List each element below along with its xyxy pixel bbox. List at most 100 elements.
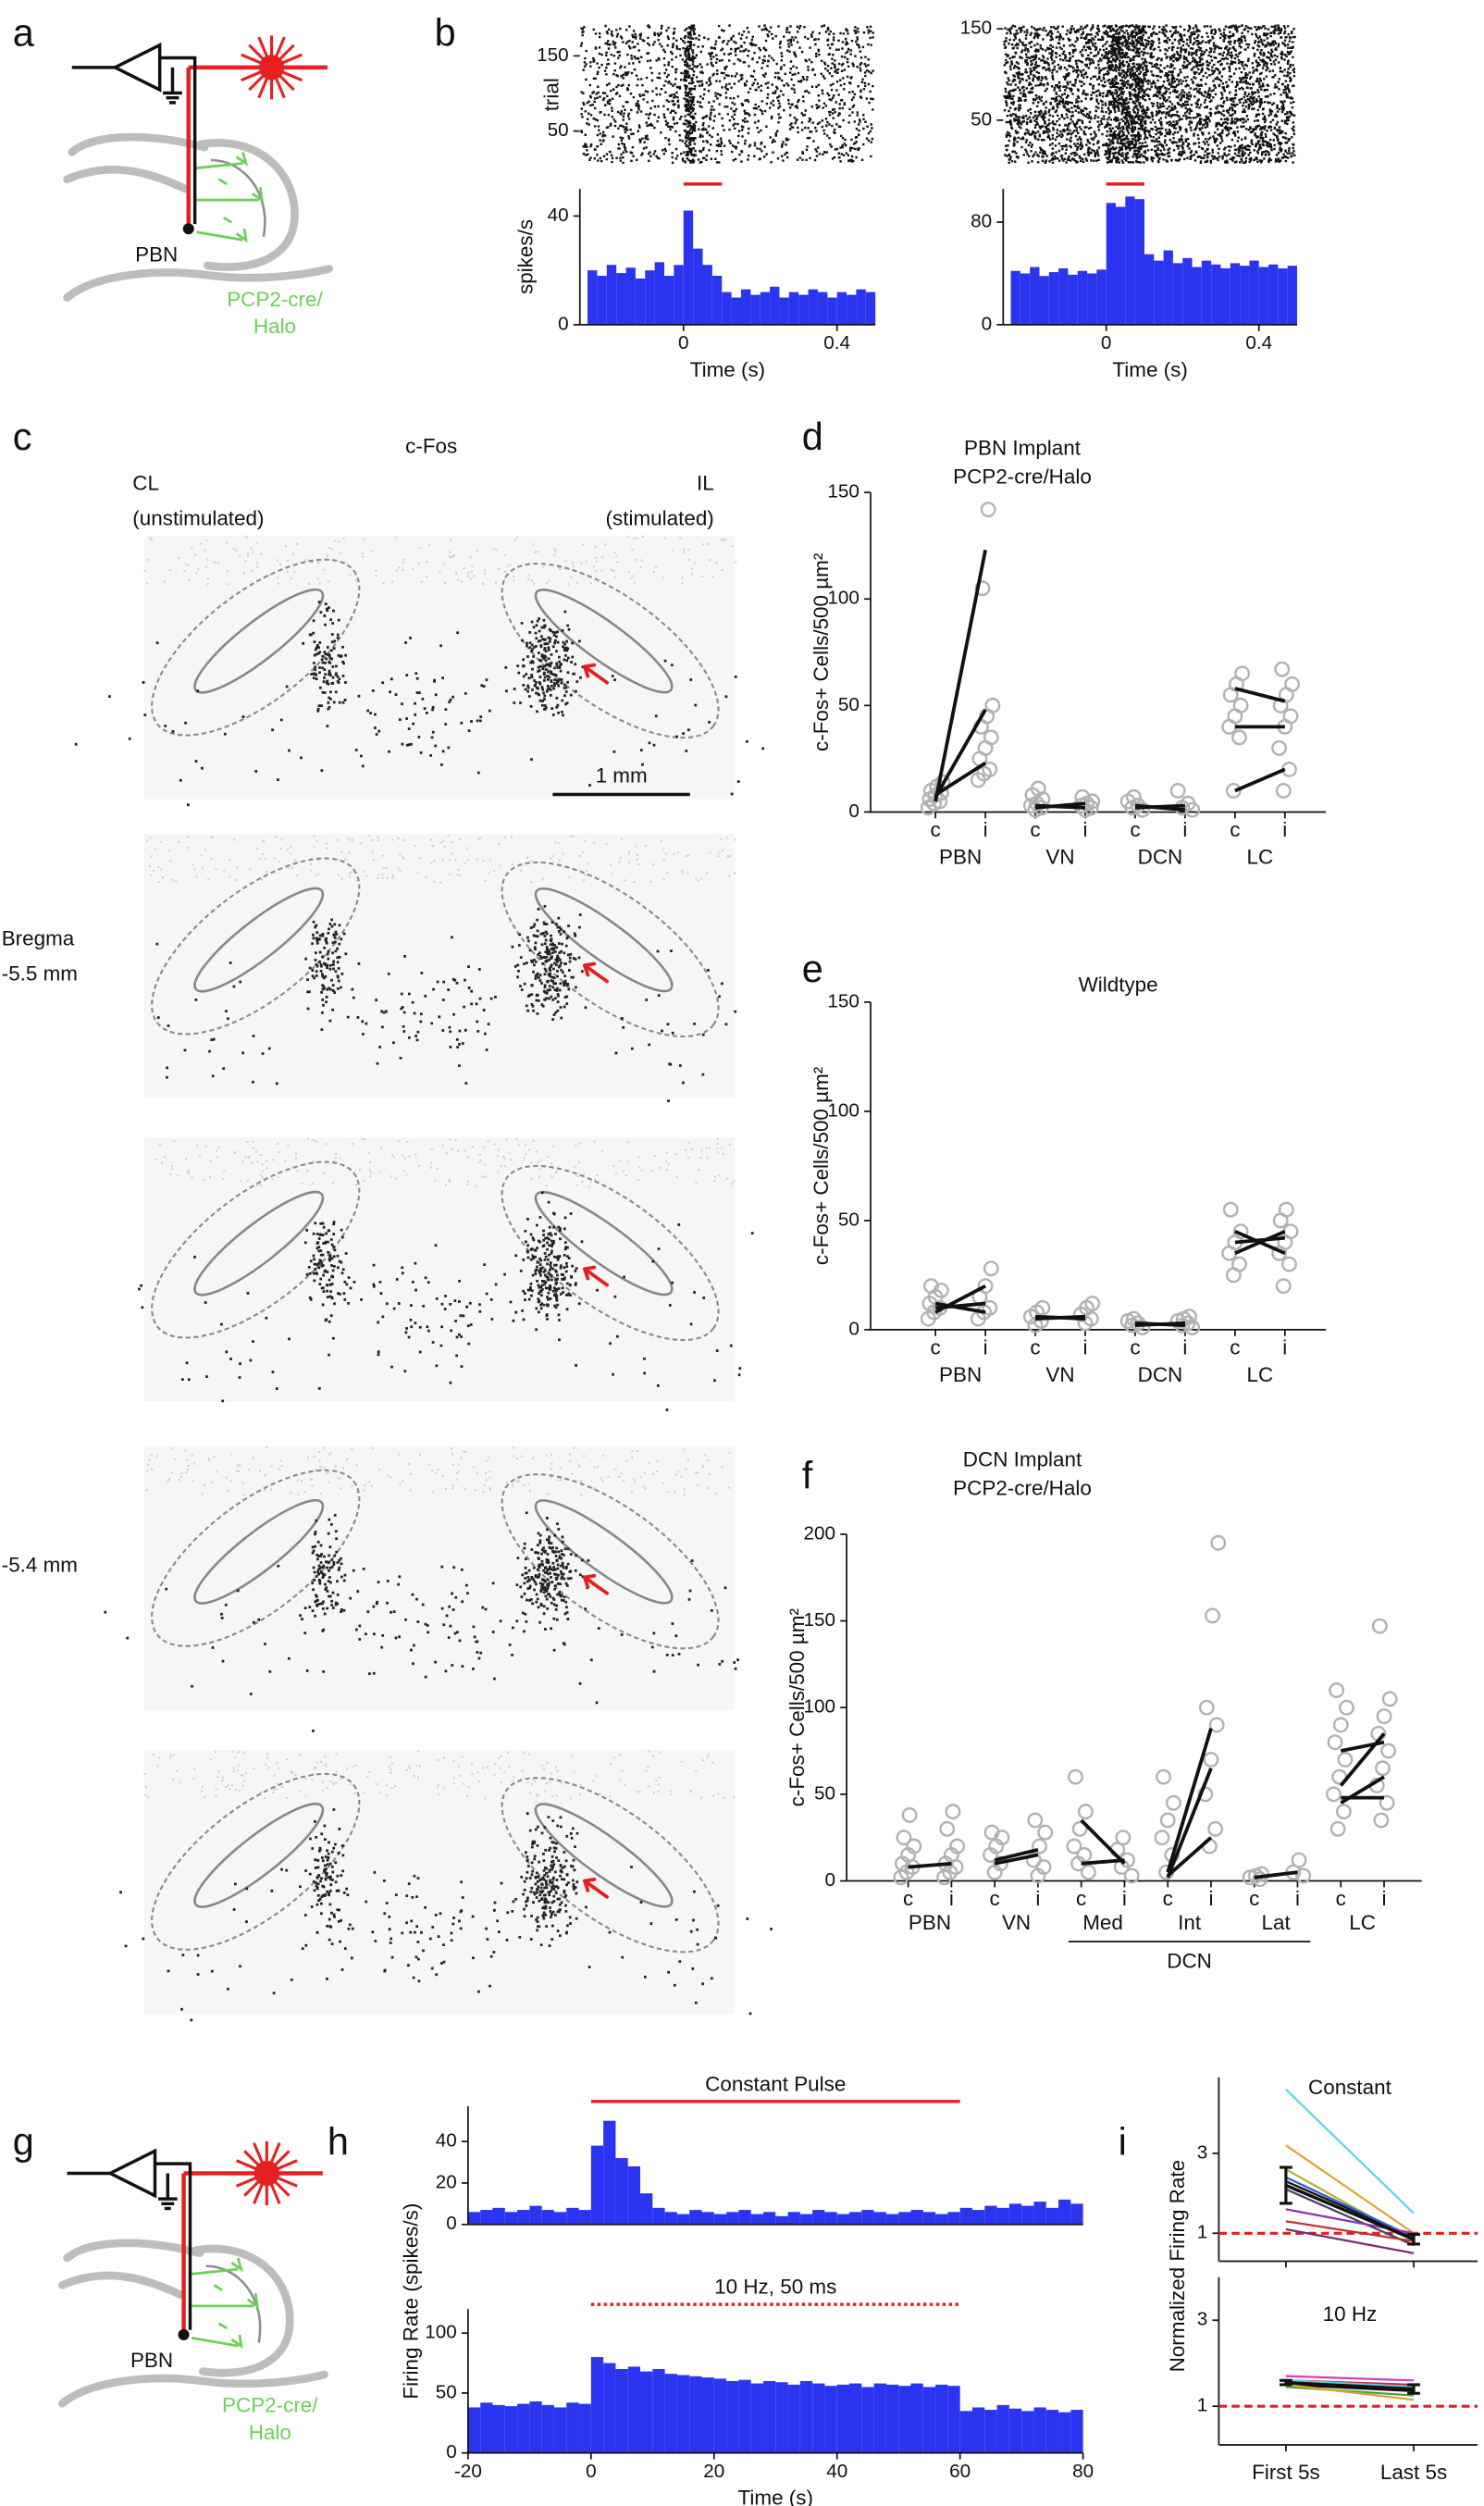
section-background: [143, 535, 736, 800]
x-tick-label: -20: [454, 2461, 482, 2482]
bar: [984, 2410, 997, 2453]
bar: [849, 2383, 862, 2453]
bar: [740, 289, 751, 325]
data-point: [1165, 1794, 1181, 1811]
x-tick-label: 20: [703, 2461, 724, 2482]
data-point: [1335, 1804, 1352, 1820]
data-point: [992, 1855, 1008, 1872]
inner-boundary: [193, 1498, 325, 1605]
paired-line: [908, 1861, 952, 1869]
scale-bar-label: 1 mm: [596, 763, 648, 787]
raster-spikes: [579, 24, 874, 165]
inner-boundary: [534, 887, 674, 993]
data-point: [982, 1299, 998, 1316]
chart-title: Constant: [1308, 2076, 1392, 2099]
data-point: [1222, 1201, 1239, 1218]
bar: [898, 2386, 911, 2453]
bar: [1033, 2407, 1046, 2453]
bar: [861, 2387, 874, 2453]
inner-boundary: [534, 1803, 674, 1908]
bar: [635, 278, 646, 325]
inner-boundary: [193, 1803, 325, 1908]
y-tick-label: 40: [436, 2130, 457, 2152]
stimulation-arrow: [583, 1573, 610, 1595]
bar: [873, 2383, 886, 2453]
y-tick-label: 50: [548, 119, 569, 141]
data-point: [982, 761, 998, 777]
y-axis-label: trial: [539, 78, 563, 111]
section-background: [143, 1137, 736, 1402]
data-point: [1234, 665, 1251, 682]
bar: [1087, 273, 1097, 325]
data-point: [1271, 739, 1288, 756]
condition-label: i: [983, 1336, 988, 1359]
data-point: [1169, 782, 1186, 799]
bar: [787, 2212, 800, 2225]
data-point: [1066, 1838, 1082, 1855]
bar: [1258, 267, 1269, 325]
group-label: Int: [1178, 1911, 1202, 1934]
data-point: [983, 1260, 999, 1277]
group-label: LC: [1349, 1911, 1376, 1934]
data-point: [1115, 1830, 1132, 1846]
bar: [674, 265, 684, 325]
bar: [971, 2407, 985, 2453]
outer-boundary: [151, 857, 361, 1036]
condition-label: c: [1130, 818, 1140, 841]
bar: [836, 2214, 850, 2225]
data-point: [1282, 708, 1299, 725]
condition-label: c: [1030, 818, 1040, 841]
bar: [847, 294, 857, 325]
bar: [1201, 260, 1212, 325]
bar: [1039, 276, 1049, 325]
diagram-label: PCP2-cre/: [222, 2394, 318, 2417]
stimulation-arrow: [583, 1265, 610, 1287]
bar: [1125, 196, 1135, 325]
panel-letter: d: [802, 415, 823, 458]
bar: [873, 2212, 886, 2225]
data-point: [906, 1838, 922, 1855]
data-point: [1207, 1820, 1224, 1837]
bar: [1048, 272, 1059, 325]
x-tick-label: First 5s: [1252, 2461, 1320, 2484]
bar: [1116, 206, 1126, 325]
panel-letter: g: [13, 2119, 34, 2163]
paired-line: [934, 761, 987, 797]
series-line: [1285, 2379, 1415, 2388]
series-line: [1285, 2188, 1415, 2247]
mean-line: [1285, 2183, 1415, 2241]
data-point: [1329, 1820, 1346, 1837]
data-point: [1080, 1864, 1096, 1880]
histology-sections: [74, 535, 773, 2022]
y-tick-label: 0: [446, 2441, 457, 2463]
y-tick-label: 0: [558, 313, 569, 334]
bar: [1045, 2410, 1059, 2453]
inner-boundary: [534, 1499, 674, 1605]
data-point: [1084, 793, 1101, 810]
paired-line: [1234, 1229, 1286, 1256]
x-tick-label: 0: [586, 2461, 597, 2482]
bar: [731, 297, 741, 325]
y-tick-label: 0: [982, 313, 993, 334]
bar: [683, 210, 694, 325]
bar: [1268, 264, 1279, 325]
y-tick-label: 50: [436, 2381, 457, 2402]
bar: [738, 2210, 751, 2225]
bar: [702, 265, 712, 325]
condition-label: i: [1182, 818, 1187, 841]
bar: [578, 2403, 591, 2453]
bar: [713, 2378, 727, 2453]
bar: [824, 2212, 837, 2225]
data-point: [1371, 1618, 1388, 1634]
data-point: [1379, 1794, 1395, 1811]
paired-line: [1166, 1768, 1213, 1879]
condition-label: i: [1035, 1887, 1040, 1910]
bar: [1182, 257, 1193, 325]
data-point: [1125, 788, 1142, 805]
data-point: [1156, 1768, 1172, 1785]
data-point: [949, 1838, 966, 1855]
inner-boundary: [534, 1190, 674, 1296]
hemisphere-label: CL: [132, 471, 159, 494]
